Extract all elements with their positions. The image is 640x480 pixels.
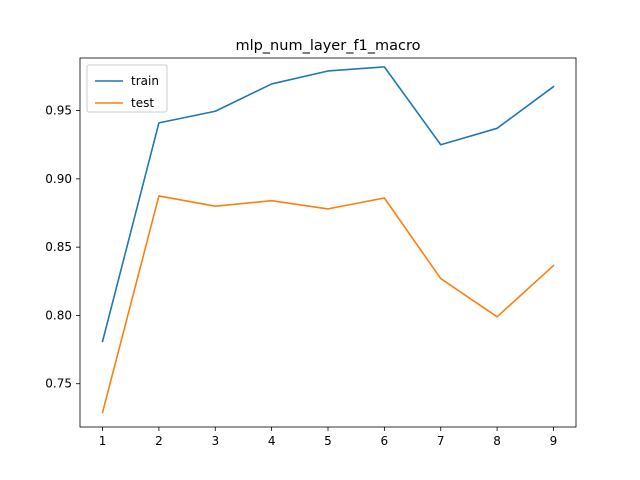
- chart-title: mlp_num_layer_f1_macro: [235, 38, 420, 54]
- x-tick-label: 1: [99, 434, 107, 448]
- series-line-test: [101, 195, 555, 414]
- legend-label-train: train: [131, 74, 159, 88]
- y-tick-label: 0.75: [45, 377, 72, 391]
- legend-label-test: test: [131, 96, 154, 110]
- x-tick-label: 6: [381, 434, 389, 448]
- y-tick-label: 0.80: [45, 308, 72, 322]
- y-tick-label: 0.95: [45, 104, 72, 118]
- x-tick-label: 8: [493, 434, 501, 448]
- x-tick-label: 2: [155, 434, 163, 448]
- series-line-train: [101, 66, 555, 343]
- x-tick-label: 7: [437, 434, 445, 448]
- y-tick-label: 0.90: [45, 172, 72, 186]
- x-tick-label: 9: [550, 434, 558, 448]
- axes: 1 2 3 4 5 6 7 8 9 0.75 0.80 0.85 0.90 0.95: [45, 57, 577, 448]
- x-tick-label: 4: [268, 434, 276, 448]
- legend: train test: [86, 64, 168, 113]
- x-tick-label: 3: [211, 434, 219, 448]
- legend-box: [86, 64, 168, 113]
- x-tick-label: 5: [324, 434, 332, 448]
- plot-frame: [79, 57, 577, 428]
- y-tick-label: 0.85: [45, 240, 72, 254]
- plot-area: [101, 66, 555, 414]
